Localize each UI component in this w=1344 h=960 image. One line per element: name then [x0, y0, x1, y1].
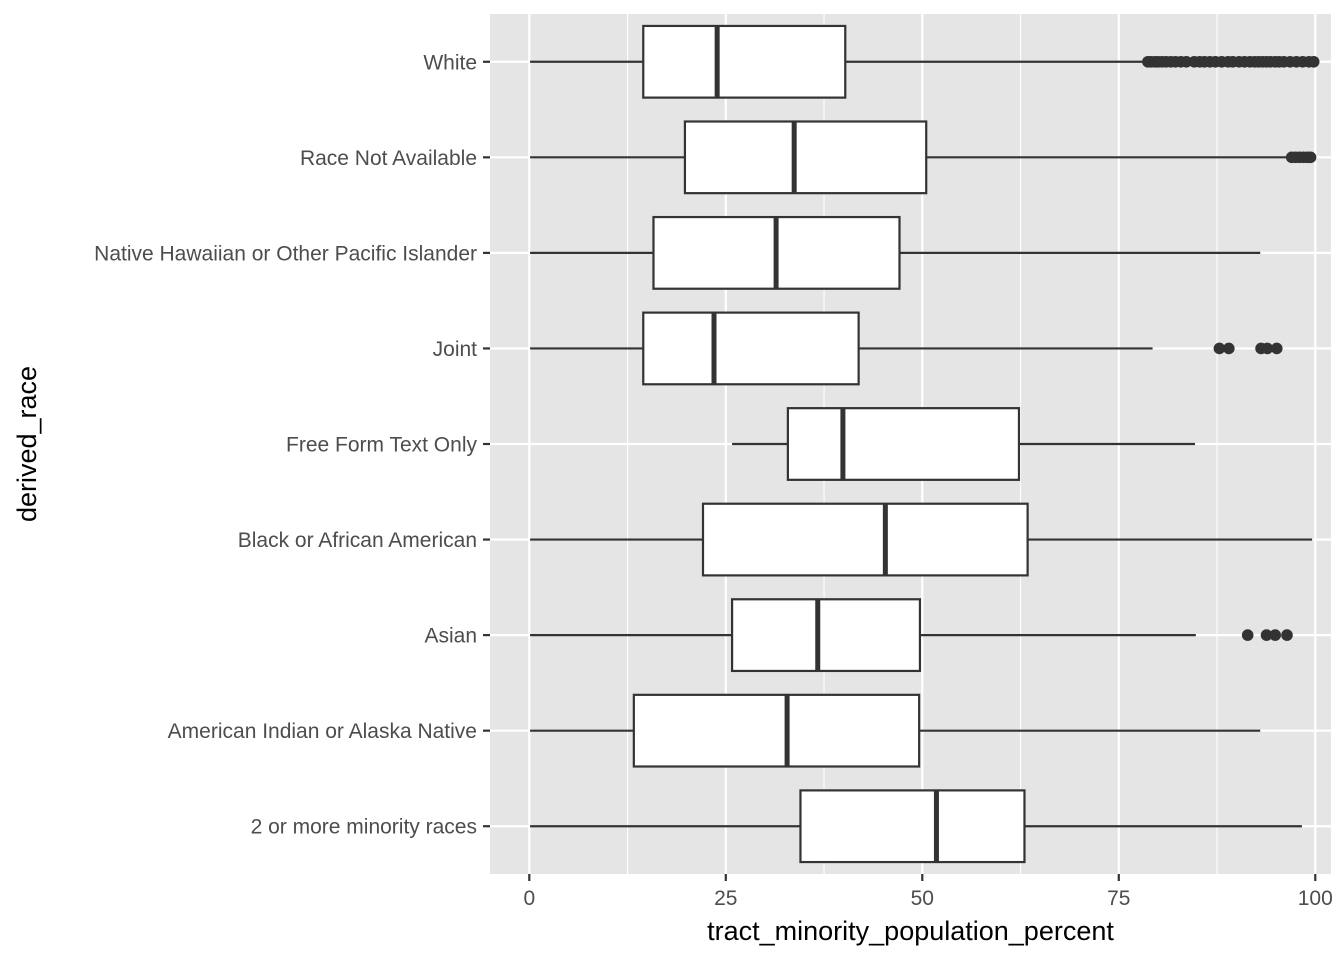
- y-axis: 2 or more minority races American Indian …: [94, 51, 490, 839]
- box-iqr: [632, 693, 921, 768]
- y-tick-label: White: [423, 51, 477, 74]
- box-iqr: [730, 598, 922, 673]
- y-tick-label: Race Not Available: [300, 147, 477, 170]
- boxplot-item: [530, 24, 1320, 99]
- y-tick-label: Joint: [433, 338, 478, 361]
- boxplot-item: [530, 789, 1302, 864]
- x-tick-label: 50: [911, 887, 934, 910]
- outlier-point: [1261, 342, 1274, 355]
- outlier-point: [1307, 55, 1320, 68]
- y-tick-label: Black or African American: [238, 529, 477, 552]
- boxplot-item: [530, 502, 1313, 577]
- box-iqr: [799, 789, 1026, 864]
- outlier-point: [1260, 629, 1273, 641]
- box-iqr: [642, 311, 860, 386]
- boxplot-item: [530, 693, 1261, 768]
- outlier-point: [1281, 629, 1293, 641]
- box-series: [530, 24, 1320, 864]
- boxplot-item: [530, 311, 1283, 386]
- x-tick-label: 25: [714, 887, 737, 910]
- outlier-point: [1270, 342, 1283, 355]
- box-iqr: [683, 120, 928, 195]
- y-tick-label: American Indian or Alaska Native: [168, 720, 477, 743]
- x-axis-title: tract_minority_population_percent: [707, 916, 1114, 946]
- y-tick-label: Free Form Text Only: [286, 434, 477, 457]
- y-tick-label: 2 or more minority races: [251, 816, 477, 839]
- outlier-point: [1241, 629, 1254, 641]
- y-axis-title: derived_race: [12, 366, 42, 522]
- x-tick-label: 75: [1107, 887, 1130, 910]
- box-iqr: [642, 24, 847, 99]
- outlier-point: [1223, 342, 1235, 355]
- boxplot-item: [530, 120, 1317, 195]
- outlier-point: [1269, 629, 1281, 641]
- x-tick-label: 100: [1298, 887, 1333, 910]
- x-axis: 0 25 50 75 100: [523, 874, 1333, 910]
- box-iqr: [701, 502, 1029, 577]
- y-tick-label: Native Hawaiian or Other Pacific Islande…: [94, 242, 477, 265]
- y-tick-label: Asian: [424, 625, 477, 648]
- outlier-point: [1213, 342, 1226, 355]
- box-iqr: [786, 407, 1021, 481]
- outlier-point: [1304, 151, 1317, 164]
- x-tick-label: 0: [523, 887, 535, 910]
- boxplot-item: [732, 407, 1196, 481]
- boxplot-item: [530, 598, 1293, 673]
- boxplot-item: [530, 215, 1261, 290]
